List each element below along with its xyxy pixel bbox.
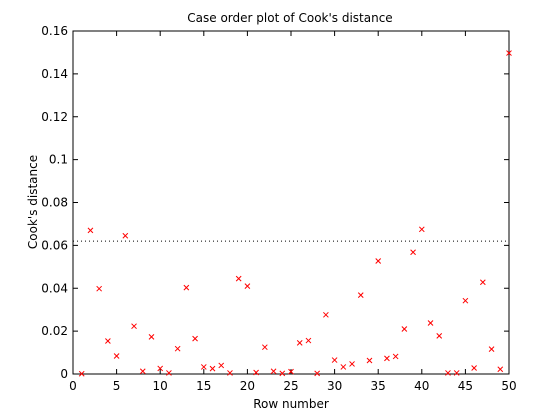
data-point — [401, 326, 408, 332]
data-point — [174, 345, 181, 352]
axes-frame — [72, 30, 510, 375]
y-tick-label: 0.08 — [41, 196, 68, 210]
data-point — [418, 226, 425, 233]
data-point — [209, 365, 216, 372]
x-axis-ticks: 0 5 10 15 20 25 30 35 40 45 50 — [69, 31, 517, 393]
y-tick-label: 0.12 — [41, 110, 68, 124]
data-point — [235, 275, 242, 282]
data-point — [479, 279, 486, 286]
data-point — [453, 370, 460, 376]
data-point — [113, 353, 120, 359]
data-point — [96, 285, 103, 292]
data-point — [471, 365, 477, 371]
data-point — [148, 334, 155, 340]
data-point — [349, 361, 355, 367]
data-point — [445, 370, 451, 376]
data-point — [200, 364, 207, 370]
x-tick-label: 50 — [501, 379, 516, 393]
chart-title: Case order plot of Cook's distance — [187, 11, 392, 25]
data-point — [384, 355, 390, 362]
x-tick-label: 30 — [327, 379, 342, 393]
data-point — [279, 370, 286, 377]
data-point — [105, 338, 111, 344]
x-tick-label: 15 — [196, 379, 211, 393]
data-point — [340, 364, 347, 370]
data-point — [157, 365, 164, 372]
data-point — [122, 232, 129, 239]
data-point — [506, 50, 512, 56]
data-point — [78, 370, 85, 377]
x-tick-label: 5 — [113, 379, 121, 393]
data-point — [305, 337, 312, 344]
data-point — [131, 323, 137, 330]
data-point — [497, 366, 504, 373]
data-point — [314, 370, 321, 377]
data-point — [244, 283, 251, 289]
y-tick-label: 0.06 — [41, 238, 68, 252]
y-tick-label: 0.1 — [49, 153, 68, 167]
data-point — [218, 362, 225, 369]
x-tick-label: 10 — [153, 379, 168, 393]
data-point — [270, 368, 277, 375]
data-point — [261, 344, 268, 351]
x-tick-label: 45 — [458, 379, 473, 393]
y-axis-label: Cook's distance — [26, 155, 40, 249]
data-point — [331, 357, 338, 363]
data-point — [410, 249, 416, 256]
data-point — [227, 370, 233, 376]
data-point — [87, 227, 94, 234]
y-tick-label: 0 — [60, 367, 68, 381]
x-axis-label: Row number — [253, 397, 329, 411]
data-point — [139, 368, 146, 375]
data-point — [323, 311, 329, 318]
y-tick-label: 0.04 — [41, 281, 68, 295]
data-points — [78, 50, 512, 377]
data-point — [296, 340, 303, 346]
data-point — [392, 353, 399, 360]
data-point — [166, 370, 172, 376]
data-point — [288, 368, 294, 375]
x-tick-label: 35 — [371, 379, 386, 393]
y-tick-label: 0.14 — [41, 67, 68, 81]
data-point — [183, 284, 190, 291]
data-point — [192, 335, 198, 342]
data-point — [462, 297, 469, 304]
data-point — [427, 320, 434, 326]
data-point — [375, 258, 382, 264]
y-tick-label: 0.16 — [41, 24, 68, 38]
data-point — [357, 292, 364, 298]
x-tick-label: 20 — [240, 379, 255, 393]
data-point — [436, 332, 443, 339]
y-tick-label: 0.02 — [41, 324, 68, 338]
data-point — [366, 357, 373, 364]
data-point — [253, 369, 259, 376]
x-tick-label: 25 — [283, 379, 298, 393]
data-point — [488, 346, 495, 352]
x-tick-label: 0 — [69, 379, 77, 393]
x-tick-label: 40 — [414, 379, 429, 393]
y-axis-ticks: 0 0.02 0.04 0.06 0.08 0.1 0.12 0.14 0.16 — [41, 24, 509, 381]
